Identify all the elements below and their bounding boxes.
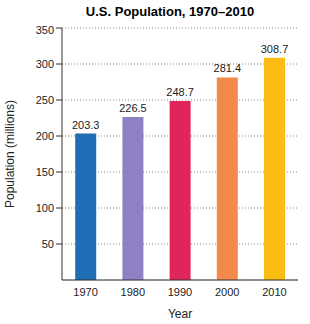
svg-text:350: 350 [36,24,54,36]
svg-text:300: 300 [36,58,54,70]
svg-text:Year: Year [168,307,192,321]
svg-text:2000: 2000 [215,286,239,298]
svg-text:248.7: 248.7 [166,86,194,98]
svg-text:100: 100 [36,202,54,214]
svg-text:250: 250 [36,94,54,106]
svg-text:203.3: 203.3 [72,119,100,131]
svg-text:226.5: 226.5 [119,102,147,114]
svg-text:1990: 1990 [168,286,192,298]
svg-text:1970: 1970 [73,286,97,298]
svg-text:150: 150 [36,166,54,178]
svg-text:308.7: 308.7 [261,43,289,55]
svg-text:2010: 2010 [262,286,286,298]
svg-text:281.4: 281.4 [214,62,242,74]
svg-text:Population (millions): Population (millions) [8,100,17,208]
svg-text:200: 200 [36,130,54,142]
svg-text:50: 50 [42,238,54,250]
svg-text:1980: 1980 [121,286,145,298]
html-text:U.S. Population, 1970–2010: U.S. Population, 1970–2010 [85,4,255,19]
